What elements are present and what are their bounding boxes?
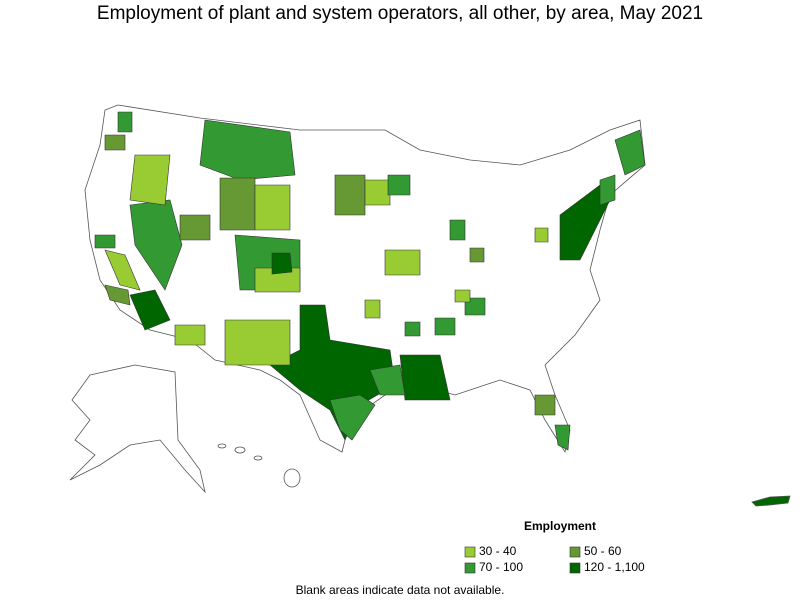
area-region — [364, 179, 391, 206]
legend-label: 120 - 1,100 — [584, 560, 645, 574]
legend-swatch — [464, 562, 476, 574]
area-region — [129, 154, 171, 206]
area-region — [104, 134, 126, 151]
base-map — [69, 104, 791, 507]
area-region — [534, 394, 556, 416]
area-region — [129, 289, 171, 331]
area-region — [454, 289, 471, 303]
hawaii — [217, 443, 301, 488]
area-region — [364, 299, 381, 319]
area-region — [614, 129, 646, 176]
alaska — [69, 364, 206, 494]
area-region — [534, 227, 549, 243]
area-region — [179, 214, 211, 241]
area-region — [554, 424, 571, 451]
legend-label: 50 - 60 — [584, 544, 622, 558]
legend-swatch — [569, 562, 581, 574]
area-region — [329, 394, 376, 441]
legend-label: 70 - 100 — [479, 560, 523, 574]
area-region — [104, 249, 141, 291]
area-region — [94, 234, 116, 249]
puerto-rico — [751, 495, 791, 507]
legend-label: 30 - 40 — [479, 544, 517, 558]
area-region — [334, 174, 366, 216]
area-region — [219, 177, 256, 231]
legend: 30 - 40 50 - 60 70 - 100 120 - 1,100 — [464, 544, 645, 574]
area-region — [269, 304, 396, 441]
map-title: Employment of plant and system operators… — [97, 3, 703, 24]
area-region — [117, 111, 133, 133]
area-region — [559, 184, 611, 261]
area-region — [104, 284, 131, 306]
area-region — [404, 321, 421, 337]
legend-swatch — [569, 546, 581, 558]
area-region — [387, 174, 411, 196]
employment-regions — [94, 111, 646, 451]
area-region — [469, 247, 485, 263]
area-region — [174, 324, 206, 346]
area-region — [434, 317, 456, 336]
area-region — [224, 319, 291, 366]
area-region — [271, 252, 293, 275]
area-region — [449, 219, 466, 241]
area-region — [199, 119, 296, 181]
legend-title: Employment — [524, 519, 596, 533]
area-region — [384, 249, 421, 276]
area-region — [254, 184, 291, 231]
area-region — [599, 174, 616, 206]
area-region — [369, 364, 406, 396]
legend-swatch — [464, 546, 476, 558]
footnote: Blank areas indicate data not available. — [296, 583, 505, 597]
